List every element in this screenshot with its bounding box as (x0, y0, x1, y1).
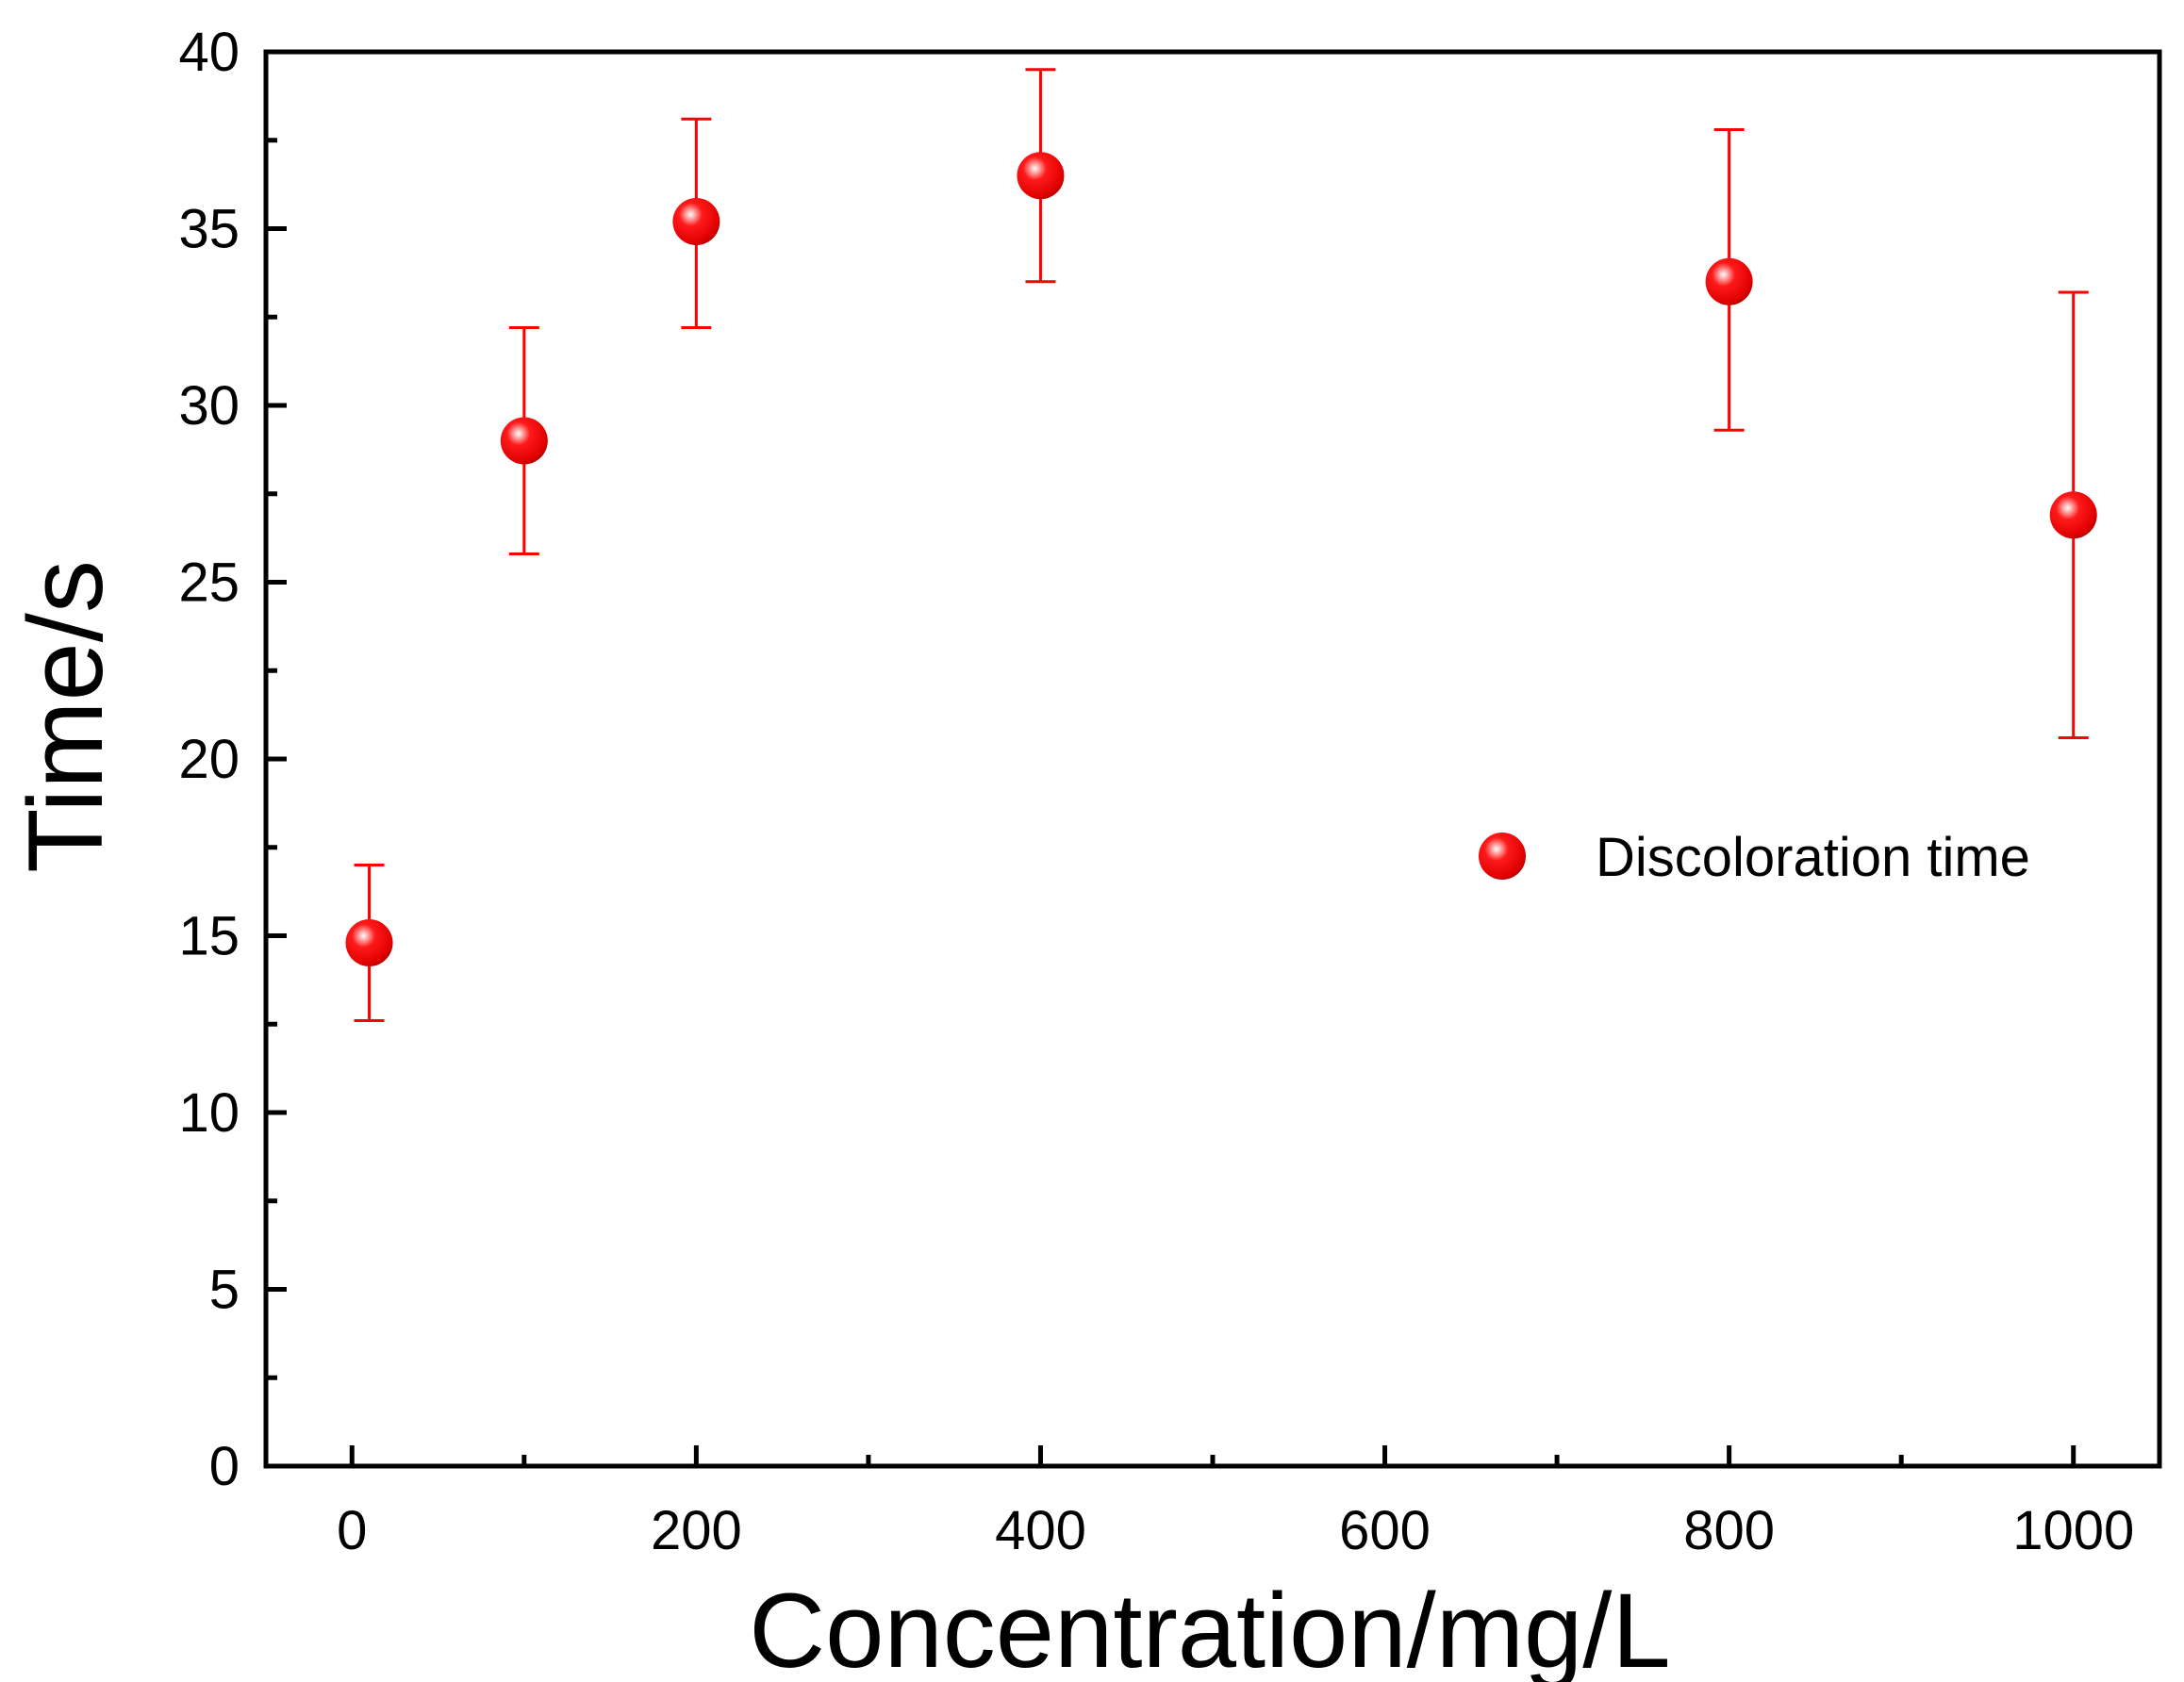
x-tick-label: 200 (651, 1500, 742, 1561)
y-tick-label: 30 (178, 375, 240, 437)
legend-label: Discoloration time (1596, 827, 2030, 888)
data-point (345, 919, 393, 966)
data-point (1017, 152, 1065, 200)
y-tick-label: 35 (178, 199, 240, 260)
y-tick-label: 10 (178, 1082, 240, 1144)
legend-marker (1479, 833, 1526, 880)
y-tick-label: 25 (178, 552, 240, 614)
y-tick-label: 15 (178, 906, 240, 967)
x-tick-label: 600 (1339, 1500, 1431, 1561)
plot-frame (263, 49, 2162, 1469)
y-tick-label: 5 (209, 1260, 240, 1321)
data-point (672, 198, 720, 245)
x-axis-ticks (349, 1445, 2076, 1466)
y-tick-label: 0 (209, 1436, 240, 1497)
data-point (2049, 491, 2097, 539)
x-axis-title: Concentration/mg/L (749, 1572, 1670, 1682)
x-tick-label: 1000 (2012, 1500, 2134, 1561)
y-tick-label: 40 (178, 22, 240, 83)
x-tick-label: 800 (1683, 1500, 1775, 1561)
y-axis-tick-labels: 0 5 10 15 20 25 30 35 40 (178, 22, 240, 1497)
y-tick-label: 20 (178, 729, 240, 790)
y-axis-ticks (266, 49, 287, 1469)
x-tick-label: 400 (995, 1500, 1086, 1561)
data-point (1705, 257, 1753, 305)
x-tick-label: 0 (337, 1500, 367, 1561)
data-point (500, 417, 548, 465)
data-points (345, 152, 2097, 966)
y-axis-title: Time/s (7, 560, 124, 873)
legend: Discoloration time (1479, 827, 2030, 888)
x-axis-tick-labels: 0 200 400 600 800 1000 (337, 1500, 2134, 1561)
